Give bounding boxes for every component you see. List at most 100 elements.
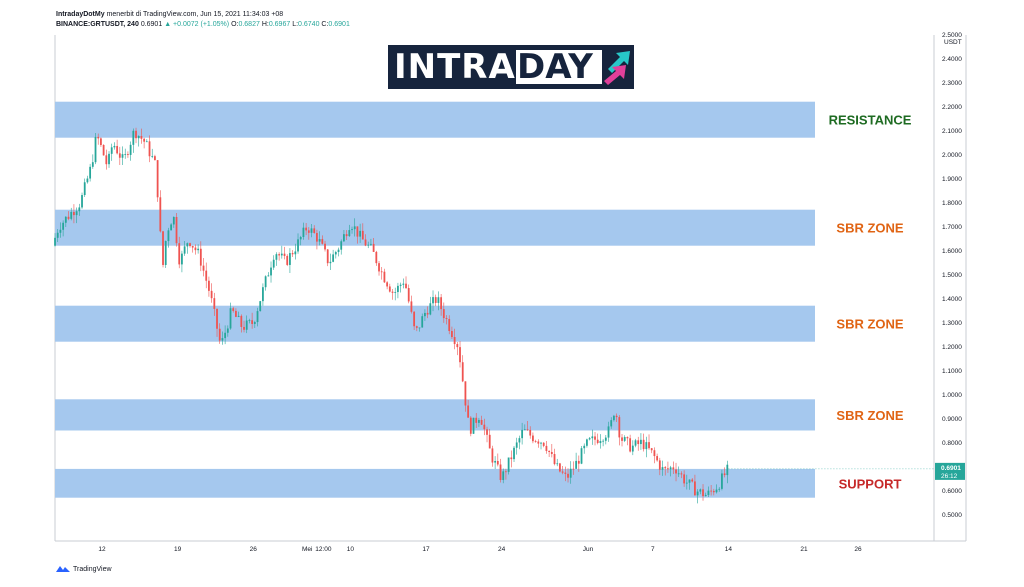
candle-body — [685, 482, 688, 484]
x-tick-label: 10 — [347, 546, 355, 553]
candle-body — [405, 283, 407, 289]
tradingview-logo-icon — [56, 566, 70, 572]
y-tick-label: 1.0000 — [942, 392, 962, 399]
candle-body — [370, 243, 372, 245]
candle-body — [62, 222, 65, 230]
candle-body — [137, 136, 140, 139]
candle-body — [634, 440, 637, 446]
candle-body — [245, 320, 248, 330]
intraday-logo: INTRA DAY — [388, 45, 634, 89]
y-tick-label: 1.3000 — [942, 320, 962, 327]
candle-body — [159, 197, 162, 232]
time-axis[interactable]: 12 19 26 Mei 12:00 10 17 24 Jun 7 14 21 26 — [98, 546, 862, 553]
candle-body — [353, 226, 356, 230]
candle-body — [440, 297, 443, 310]
ohlc-open-label: O: — [231, 21, 239, 28]
candle-body — [124, 154, 127, 155]
ohlc-low: 0.6740 — [298, 21, 320, 28]
ohlc-high: 0.6967 — [268, 21, 291, 28]
candle-body — [532, 435, 534, 442]
publish-info: menerbit di TradingView.com, Jun 15, 202… — [106, 11, 284, 18]
candle-body — [351, 229, 353, 231]
candle-body — [488, 434, 491, 449]
candle-body — [213, 298, 216, 309]
candle-body — [264, 276, 267, 288]
candle-body — [461, 362, 464, 382]
candle-body — [343, 234, 345, 242]
candle-body — [86, 178, 89, 183]
x-tick-label: 12:00 — [315, 546, 332, 553]
candle-body — [116, 145, 119, 154]
candle-body — [121, 154, 124, 158]
candle-body — [596, 439, 599, 444]
candle-body — [299, 236, 302, 240]
candle-body — [410, 301, 413, 312]
price-axis[interactable]: 2.5000 2.4000 2.3000 2.2000 2.1000 2.0000 1.90… — [942, 32, 962, 519]
candle-body — [669, 467, 672, 470]
candle-body — [650, 448, 653, 451]
candle-body — [688, 479, 691, 483]
zone-label-2: SBR ZONE — [836, 317, 904, 332]
candle-body — [148, 141, 151, 157]
candle-body — [575, 460, 578, 469]
ohlc-close: 0.6901 — [328, 21, 350, 28]
x-tick-label: 26 — [250, 546, 258, 553]
candle-body — [397, 285, 399, 293]
candle-body — [113, 145, 116, 148]
candle-body — [237, 315, 240, 317]
candle-body — [145, 141, 148, 143]
candle-body — [526, 429, 529, 431]
candle-body — [486, 429, 488, 435]
candle-body — [437, 297, 440, 303]
candle-body — [523, 429, 526, 431]
candle-body — [621, 437, 623, 441]
candle-body — [91, 162, 94, 167]
candle-body — [407, 288, 410, 302]
candle-body — [556, 463, 559, 465]
candle-body — [321, 239, 324, 244]
candle-layer — [54, 127, 729, 504]
candle-body — [529, 429, 532, 436]
x-tick-label: Jun — [583, 546, 594, 553]
candle-body — [270, 267, 272, 276]
candle-body — [545, 445, 548, 451]
candle-body — [399, 284, 402, 286]
candle-body — [696, 491, 699, 496]
candle-body — [345, 234, 348, 237]
candle-body — [707, 490, 710, 495]
zone-label-1: SBR ZONE — [836, 221, 904, 236]
candle-body — [232, 308, 235, 311]
candle-body — [267, 275, 270, 277]
candle-body — [467, 405, 470, 418]
candle-body — [318, 239, 321, 242]
tradingview-brand[interactable]: TradingView — [56, 565, 112, 573]
candle-body — [618, 417, 621, 438]
ohlc-low-label: L: — [292, 21, 299, 28]
candle-body — [156, 160, 159, 198]
candle-body — [224, 332, 227, 339]
candle-body — [559, 463, 561, 472]
candle-body — [604, 437, 607, 441]
publisher-name: IntradayDotMy — [56, 11, 105, 18]
currency-label: USDT — [944, 39, 962, 46]
candle-body — [518, 438, 521, 443]
candle-body — [542, 442, 545, 446]
y-tick-label: 1.7000 — [942, 224, 962, 231]
candle-body — [205, 270, 208, 281]
candle-body — [332, 254, 335, 262]
candle-body — [97, 136, 100, 139]
last-price-value: 0.6901 — [941, 465, 961, 472]
candle-body — [218, 328, 221, 341]
candle-body — [448, 319, 451, 332]
y-tick-label: 0.5000 — [942, 512, 962, 519]
y-tick-label: 1.5000 — [942, 272, 962, 279]
candle-body — [715, 489, 718, 493]
candle-body — [664, 467, 667, 469]
candle-body — [661, 467, 664, 470]
candle-body — [537, 441, 540, 444]
candle-body — [240, 315, 243, 327]
candle-body — [675, 469, 677, 474]
candle-body — [94, 136, 97, 163]
candle-body — [243, 326, 245, 330]
